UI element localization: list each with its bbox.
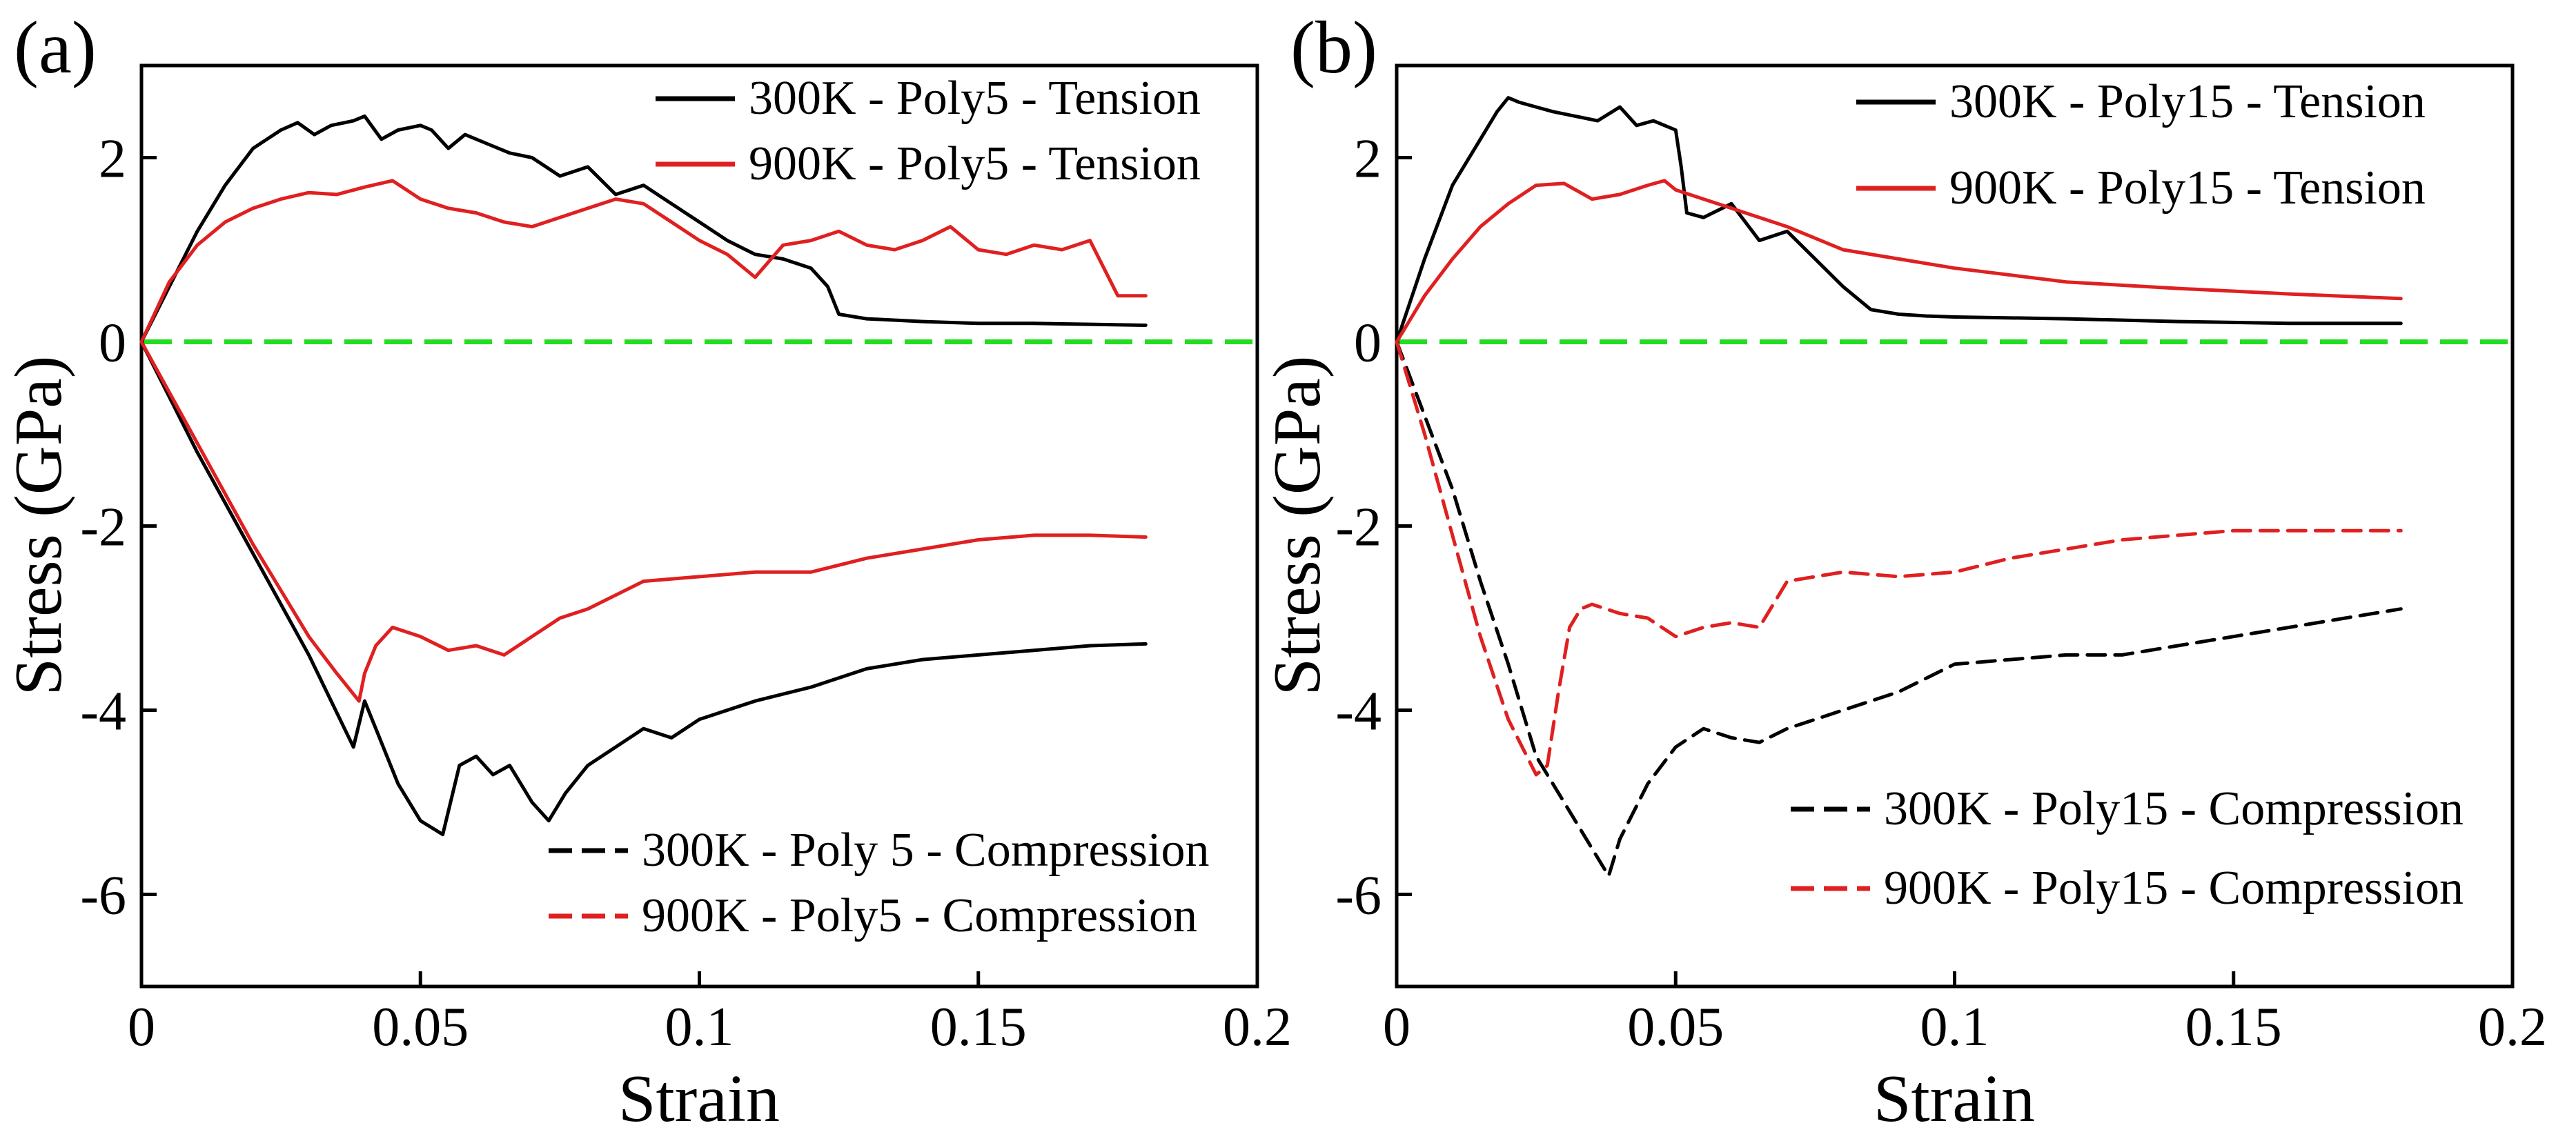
y-tick-label: 2 — [99, 129, 126, 190]
panel-label: (a) — [14, 7, 97, 89]
x-tick-label: 0.15 — [930, 997, 1027, 1058]
x-axis-label: Strain — [618, 1062, 780, 1136]
panel-label: (b) — [1290, 7, 1377, 89]
x-tick-label: 0.2 — [1223, 997, 1292, 1058]
legend-label: 300K - Poly15 - Compression — [1884, 782, 2464, 835]
y-tick-label: 0 — [99, 313, 126, 374]
series-line-2 — [139, 179, 1148, 344]
y-tick-label: -4 — [1335, 682, 1382, 742]
chart-panel-b: (b) 0 0.05 0.1 0.15 0.2 2 0 -2 -4 -6 300K - Poly1… — [1260, 7, 2547, 1136]
chart-panel-a: (a) 0 0.05 0.1 0.15 0.2 2 0 -2 -4 -6 300K - Poly5… — [1, 7, 1292, 1136]
x-tick-label: 0 — [1383, 997, 1410, 1058]
series-line-1 — [1395, 96, 2403, 344]
x-tick-label: 0.1 — [1920, 997, 1989, 1058]
series-layer — [139, 114, 1148, 837]
legend-label: 900K - Poly5 - Compression — [642, 889, 1197, 942]
series-layer — [1395, 96, 2403, 878]
legend-label: 900K - Poly15 - Tension — [1949, 161, 2426, 215]
series-line-1 — [139, 114, 1148, 344]
series-line-3 — [139, 340, 1148, 837]
series-line-3 — [1395, 340, 2403, 878]
x-tick-label: 0.05 — [372, 997, 469, 1058]
y-axis-label: Stress (GPa) — [1, 356, 76, 696]
x-tick-label: 0.2 — [2478, 997, 2547, 1058]
legend-label: 900K - Poly15 - Compression — [1884, 862, 2464, 915]
legend-label: 900K - Poly5 - Tension — [749, 137, 1201, 190]
legend-label: 300K - Poly15 - Tension — [1949, 75, 2426, 128]
y-axis-label: Stress (GPa) — [1260, 356, 1335, 696]
y-tick-label: 0 — [1354, 313, 1382, 374]
axis-ticks: 0 0.05 0.1 0.15 0.2 2 0 -2 -4 -6 — [80, 129, 1292, 1058]
x-tick-label: 0.15 — [2185, 997, 2282, 1058]
series-line-2 — [1395, 179, 2403, 344]
legend-layer: 300K - Poly15 - Tension 900K - Poly15 - T… — [1791, 75, 2464, 915]
y-tick-label: 2 — [1354, 129, 1382, 190]
x-tick-label: 0.1 — [665, 997, 734, 1058]
legend-label: 300K - Poly5 - Tension — [749, 72, 1201, 125]
series-line-4 — [1395, 340, 2403, 777]
x-tick-label: 0 — [128, 997, 155, 1058]
y-tick-label: -2 — [1335, 497, 1382, 558]
legend-layer: 300K - Poly5 - Tension 900K - Poly5 - Ten… — [549, 72, 1210, 942]
legend-label: 300K - Poly 5 - Compression — [642, 824, 1210, 877]
y-tick-label: -4 — [80, 682, 126, 742]
axis-ticks: 0 0.05 0.1 0.15 0.2 2 0 -2 -4 -6 — [1335, 129, 2547, 1058]
series-line-4 — [139, 340, 1148, 703]
y-tick-label: -6 — [1335, 866, 1382, 926]
x-axis-label: Strain — [1874, 1062, 2035, 1136]
y-tick-label: -6 — [80, 866, 126, 926]
x-tick-label: 0.05 — [1627, 997, 1724, 1058]
y-tick-label: -2 — [80, 497, 126, 558]
